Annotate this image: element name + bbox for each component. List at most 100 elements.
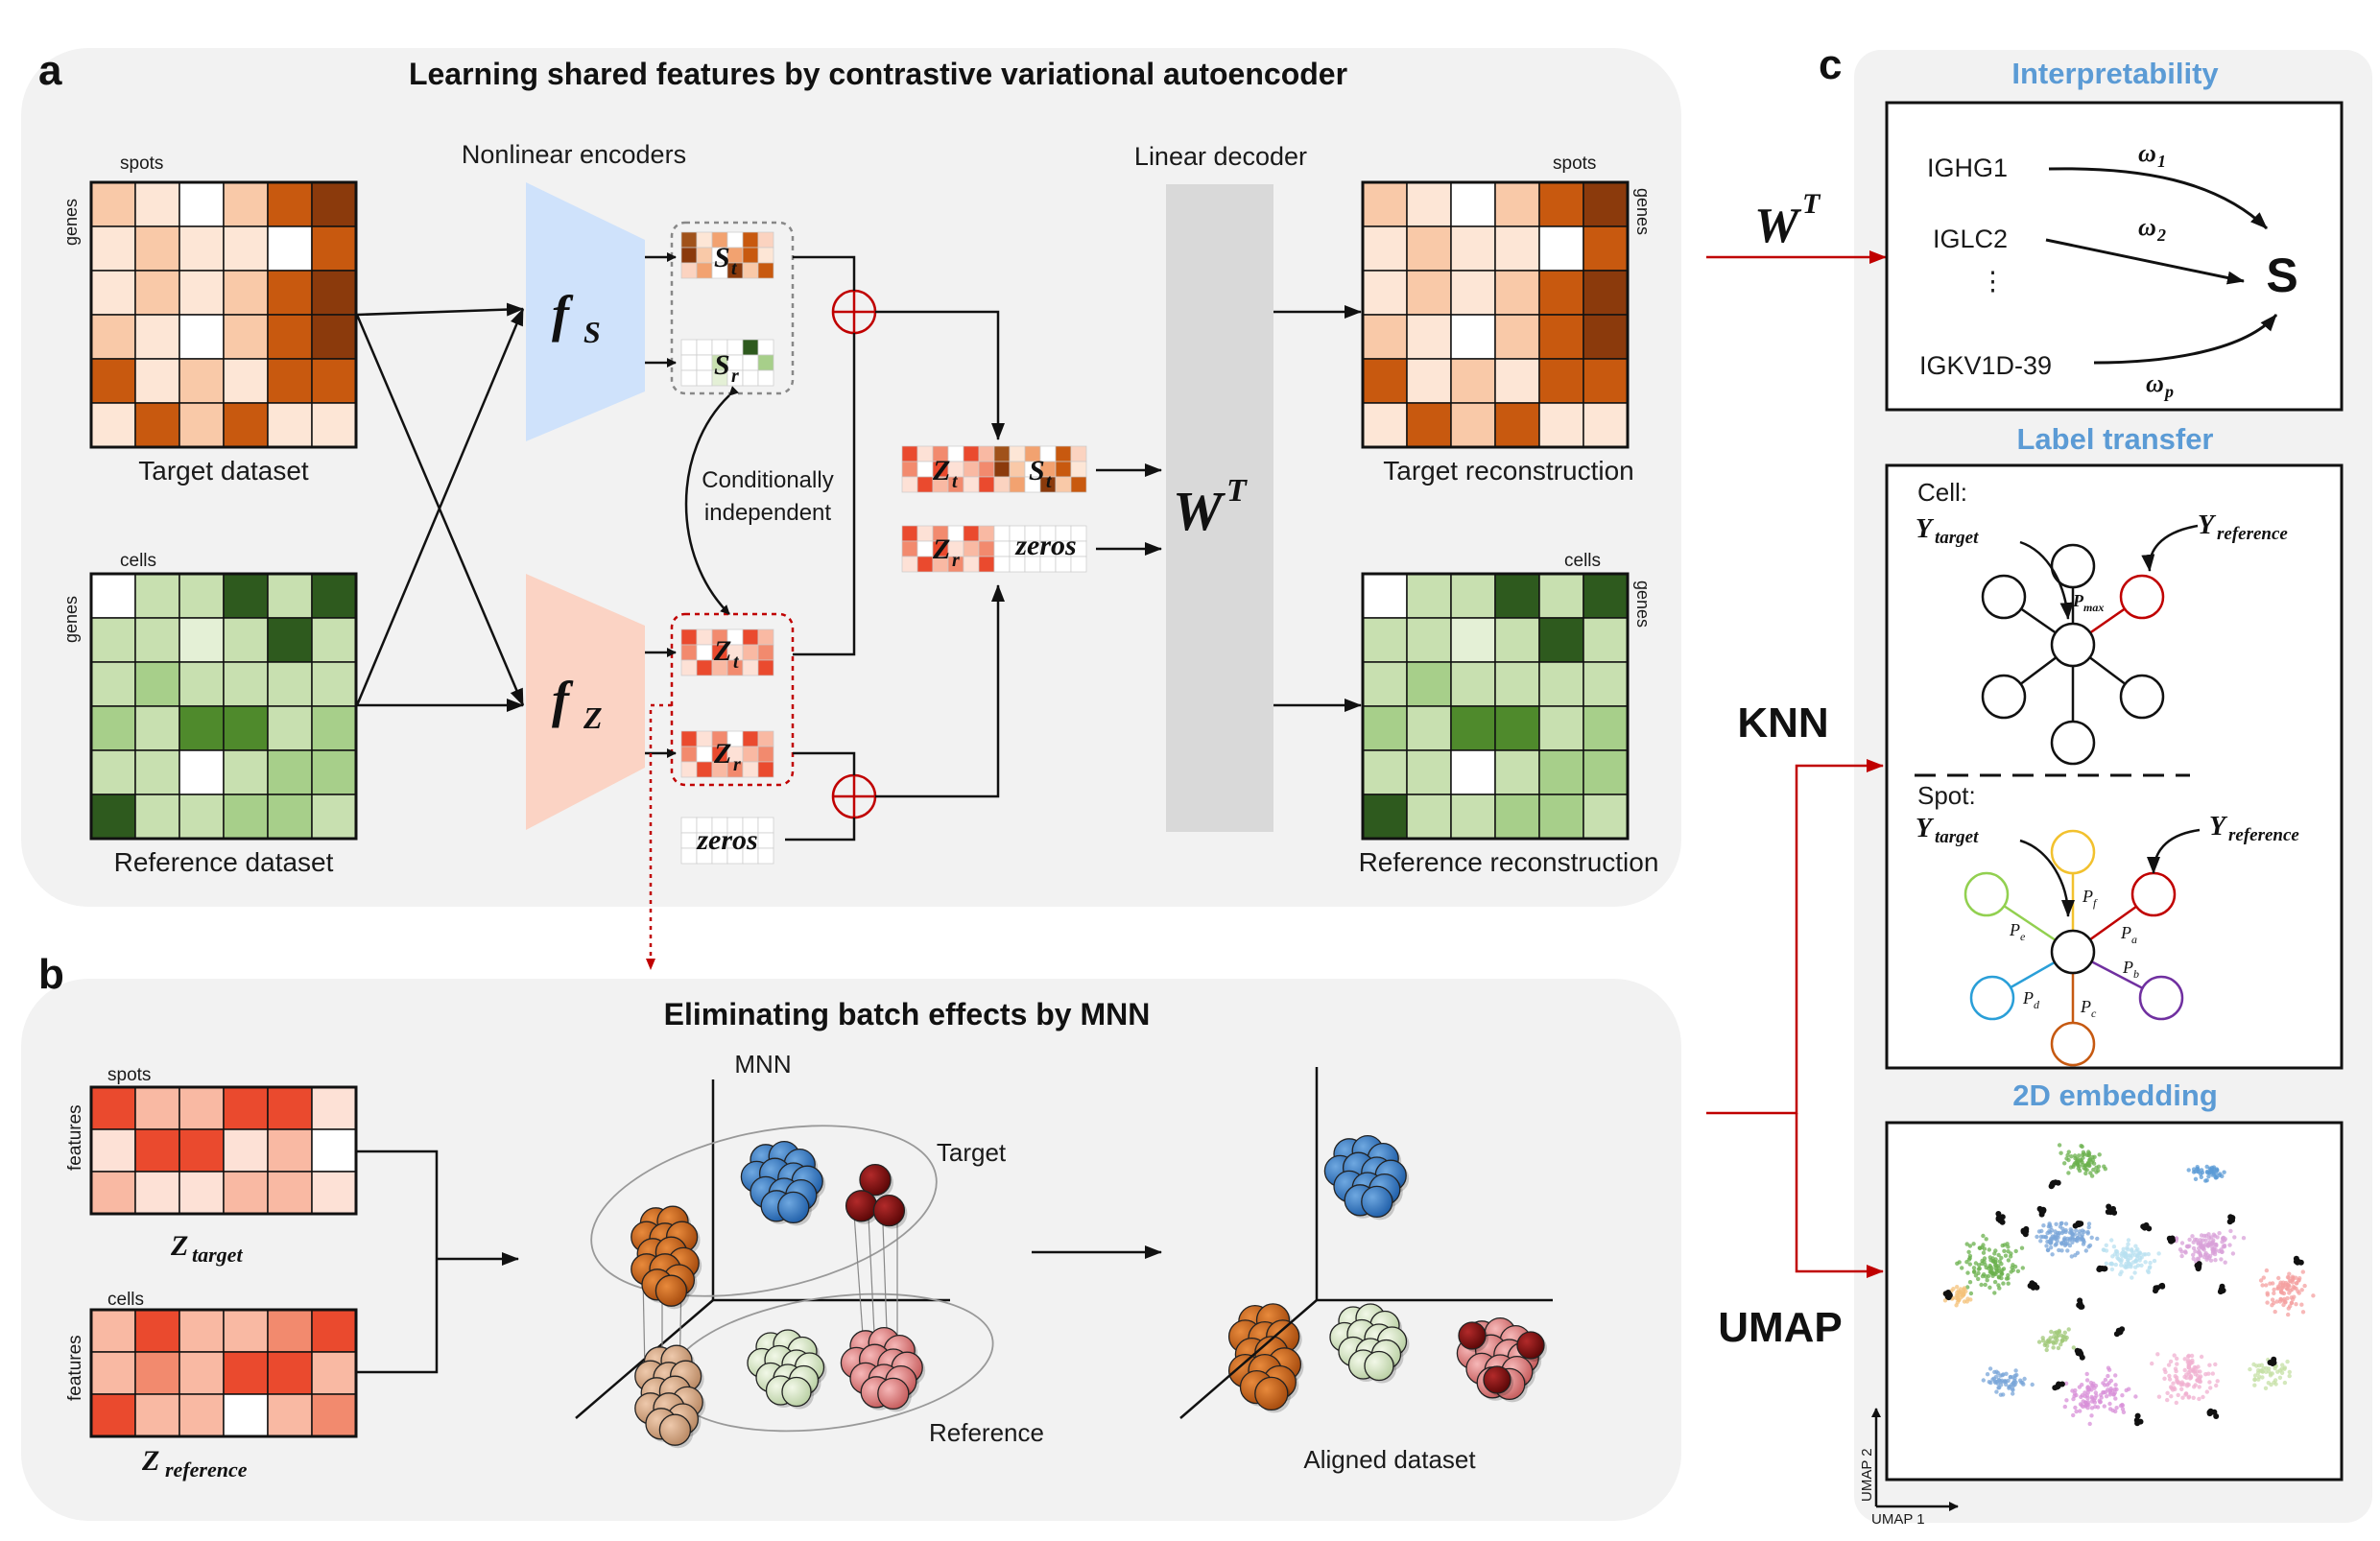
- embedding-point: [2279, 1370, 2285, 1376]
- omega-1-sub: 1: [2157, 152, 2166, 171]
- embedding-point: [2054, 1221, 2059, 1227]
- matrix-cell: [1362, 617, 1408, 663]
- embedding-point: [1971, 1266, 1977, 1270]
- matrix-cell: [311, 573, 357, 619]
- embedding-point: [2258, 1278, 2264, 1283]
- embedding-point: [2048, 1245, 2054, 1250]
- embedding-point: [2175, 1379, 2179, 1385]
- embedding-point: [2167, 1373, 2172, 1379]
- embedding-point: [1967, 1280, 1973, 1285]
- embedding-point: [2107, 1407, 2113, 1411]
- decoder-output-arrows: [1273, 305, 1362, 712]
- panel-a-title: Learning shared features by contrastive …: [409, 57, 1347, 91]
- matrix-cell: [90, 1086, 136, 1130]
- matrix-cell: [1583, 705, 1629, 751]
- vector-cell: [680, 628, 698, 646]
- cell-p-max-sub: max: [2083, 601, 2104, 614]
- aligned-dataset-label: Aligned dataset: [1303, 1445, 1476, 1474]
- matrix-cell: [1538, 749, 1584, 795]
- embedding-point: [2211, 1232, 2216, 1237]
- embedding-point: [2091, 1167, 2096, 1173]
- embedding-point: [2103, 1167, 2107, 1172]
- embedding-point: [2124, 1387, 2129, 1393]
- embedding-point: [2057, 1247, 2061, 1253]
- embedding-point: [2089, 1413, 2094, 1418]
- zt-vector: [680, 628, 774, 676]
- matrix-border: [1361, 180, 1630, 449]
- embedding-point: [2274, 1299, 2279, 1304]
- matrix-cell: [134, 314, 180, 360]
- vector-cell: [680, 847, 698, 865]
- embedding-point: [2184, 1384, 2190, 1388]
- embedding-point: [2076, 1166, 2081, 1171]
- matrix-cell: [1538, 661, 1584, 707]
- embedding-point: [2288, 1288, 2294, 1293]
- embedding-point: [2167, 1377, 2173, 1382]
- embedding-point: [2135, 1246, 2140, 1252]
- decoder-w-sup: T: [1226, 473, 1248, 509]
- zt-label: Z: [713, 635, 731, 667]
- matrix-cell: [1406, 661, 1452, 707]
- embedding-spot-point: [2074, 1347, 2081, 1354]
- embedding-spot-point: [2134, 1412, 2141, 1419]
- matrix-cell: [134, 270, 180, 316]
- target-reconstruction-label: Target reconstruction: [1383, 456, 1633, 486]
- embedding-point: [2169, 1394, 2174, 1399]
- embedding-point: [2223, 1260, 2227, 1265]
- embedding-point: [2087, 1421, 2092, 1427]
- embedding-point: [1972, 1269, 1977, 1275]
- embedding-point: [1996, 1266, 2001, 1270]
- embedding-point: [2162, 1376, 2167, 1382]
- embedding-point: [2038, 1234, 2044, 1240]
- vector-cell: [696, 746, 713, 763]
- embedding-point: [1992, 1291, 1997, 1295]
- matrix-cell: [1494, 794, 1540, 840]
- embedding-point: [2211, 1238, 2216, 1243]
- embedding-point: [2113, 1248, 2119, 1254]
- embedding-point: [2300, 1269, 2305, 1274]
- vector-cell: [963, 540, 980, 557]
- matrix-cell: [267, 1086, 313, 1130]
- embedding-point: [2039, 1228, 2044, 1234]
- spot-p-sub: e: [2020, 930, 2026, 943]
- vector-cell: [978, 445, 995, 462]
- embedding-point: [2078, 1409, 2082, 1413]
- vector-cell: [1009, 476, 1026, 493]
- matrix-border: [1361, 572, 1630, 841]
- vector-cell: [742, 659, 759, 676]
- vector-cell: [963, 525, 980, 542]
- embedding-point: [2006, 1249, 2011, 1254]
- encoder-fs-symbol: f: [552, 285, 574, 343]
- embedding-point: [2096, 1164, 2102, 1170]
- embedding-point: [2048, 1224, 2053, 1230]
- matrix-cell: [90, 1128, 136, 1173]
- matrix-cell: [1362, 358, 1408, 404]
- embedding-point: [2062, 1161, 2067, 1166]
- embedding-point: [2127, 1261, 2132, 1267]
- embedding-spot-point: [2227, 1214, 2234, 1221]
- vector-cell: [993, 525, 1011, 542]
- matrix-cell: [1406, 573, 1452, 619]
- matrix-cell: [178, 270, 225, 316]
- spot-neighbor-node: [2050, 829, 2096, 875]
- matrix-cell: [134, 1128, 180, 1173]
- matrix-cell: [90, 225, 136, 272]
- z-to-mnn-lines: [357, 1150, 1162, 1374]
- spot-neighbor-node: [2050, 1021, 2096, 1067]
- matrix-cell: [223, 1393, 269, 1437]
- gene-p: IGKV1D-39: [1919, 351, 2052, 380]
- embedding-point: [2285, 1274, 2291, 1280]
- target-ellipse: [590, 1125, 938, 1297]
- matrix-cell: [1538, 225, 1584, 272]
- embedding-point: [2077, 1232, 2082, 1237]
- embedding-point: [2104, 1243, 2108, 1248]
- matrix-cell: [1406, 314, 1452, 360]
- embedding-spot-point: [2208, 1409, 2215, 1415]
- matrix-cell: [178, 617, 225, 663]
- embedding-point: [2120, 1403, 2125, 1408]
- embedding-point: [2273, 1378, 2278, 1383]
- vector-cell: [901, 445, 918, 462]
- embedding-point: [1961, 1289, 1966, 1294]
- embedding-point: [2085, 1231, 2090, 1236]
